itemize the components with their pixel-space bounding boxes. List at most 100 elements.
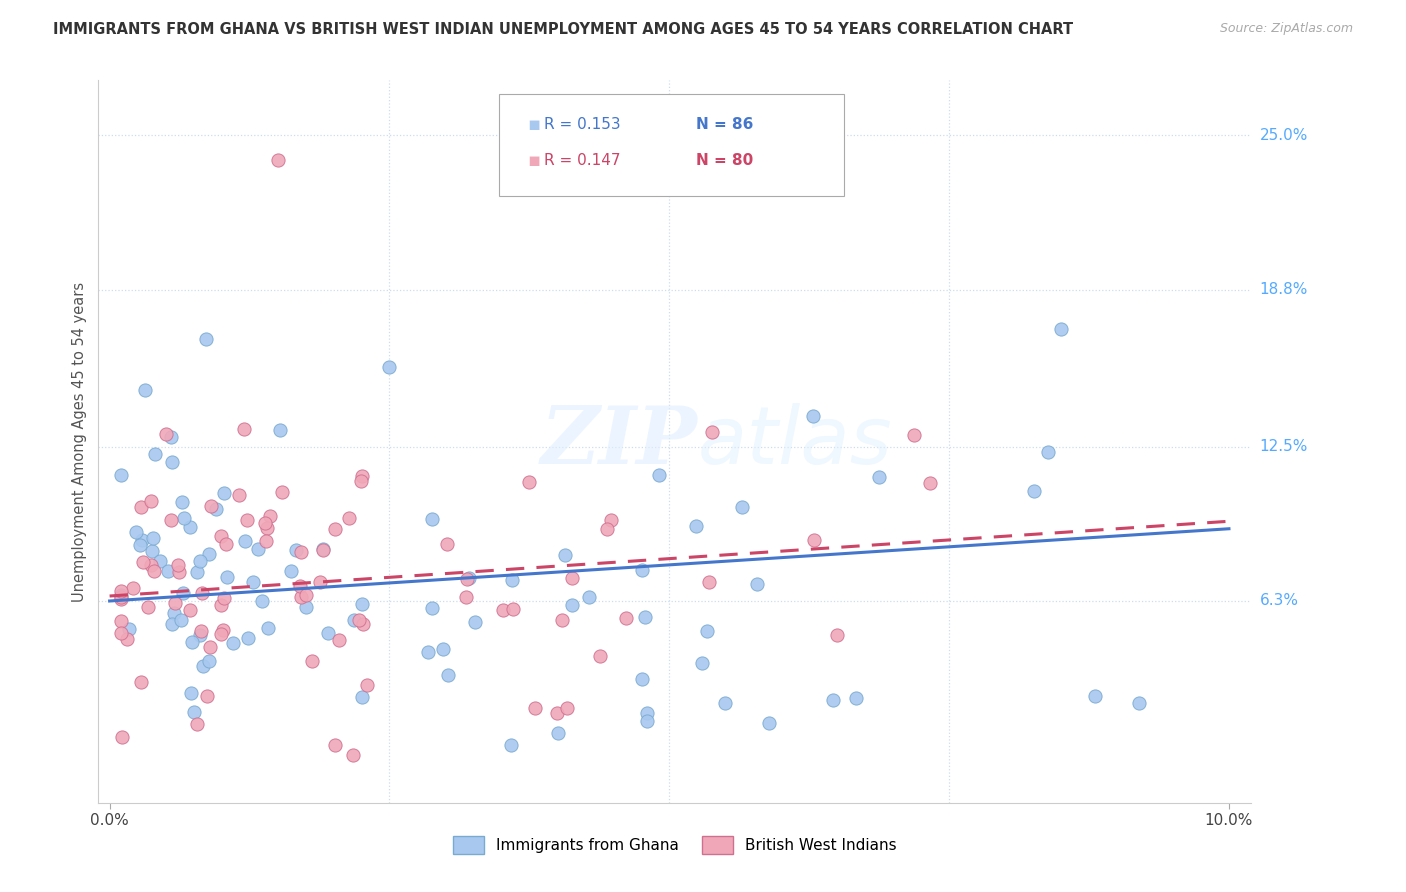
- Point: [143, 564, 166, 578]
- Point: [212, 485, 235, 500]
- Point: [198, 654, 221, 668]
- Point: [634, 610, 657, 624]
- Text: 12.5%: 12.5%: [1260, 439, 1308, 454]
- Point: [191, 659, 214, 673]
- Point: [194, 332, 217, 346]
- Point: [167, 558, 190, 572]
- Point: [1036, 445, 1059, 459]
- Point: [648, 467, 671, 482]
- Point: [129, 675, 152, 690]
- Point: [502, 602, 524, 616]
- Point: [758, 715, 780, 730]
- Point: [290, 545, 312, 559]
- Point: [209, 626, 232, 640]
- Point: [301, 655, 323, 669]
- Point: [209, 529, 232, 543]
- Point: [1084, 689, 1107, 703]
- Point: [342, 748, 364, 763]
- Point: [167, 565, 190, 579]
- Point: [190, 624, 212, 638]
- Point: [422, 512, 444, 526]
- Point: [356, 678, 378, 692]
- Point: [186, 717, 208, 731]
- Point: [352, 617, 374, 632]
- Point: [288, 579, 311, 593]
- Point: [325, 522, 347, 536]
- Point: [111, 731, 134, 745]
- Point: [328, 632, 350, 647]
- Point: [179, 520, 201, 534]
- Point: [195, 690, 218, 704]
- Point: [141, 544, 163, 558]
- Point: [110, 592, 132, 607]
- Text: N = 80: N = 80: [696, 153, 754, 168]
- Text: 25.0%: 25.0%: [1260, 128, 1308, 143]
- Point: [183, 705, 205, 719]
- Point: [823, 693, 845, 707]
- Point: [347, 613, 370, 627]
- Point: [589, 649, 612, 664]
- Point: [378, 359, 401, 374]
- Point: [270, 485, 292, 500]
- Point: [266, 153, 288, 167]
- Point: [110, 468, 132, 483]
- Point: [118, 622, 141, 636]
- Point: [343, 613, 366, 627]
- Point: [731, 500, 754, 514]
- Point: [222, 636, 245, 650]
- Point: [110, 583, 132, 598]
- Point: [131, 533, 153, 547]
- Point: [311, 542, 333, 557]
- Point: [247, 542, 270, 557]
- Point: [254, 516, 277, 530]
- Point: [110, 590, 132, 604]
- Point: [160, 455, 183, 469]
- Point: [702, 425, 724, 439]
- Point: [596, 522, 619, 536]
- Point: [232, 422, 254, 436]
- Point: [312, 541, 335, 556]
- Point: [436, 668, 458, 682]
- Point: [141, 494, 163, 508]
- Point: [420, 600, 443, 615]
- Point: [454, 590, 477, 604]
- Point: [236, 513, 259, 527]
- Point: [149, 554, 172, 568]
- Point: [323, 738, 346, 752]
- Point: [212, 623, 235, 637]
- Point: [259, 509, 281, 524]
- Point: [129, 500, 152, 514]
- Point: [157, 564, 180, 578]
- Point: [180, 686, 202, 700]
- Point: [350, 597, 373, 611]
- Text: ▪: ▪: [527, 151, 540, 170]
- Point: [337, 511, 360, 525]
- Point: [122, 581, 145, 595]
- Point: [631, 672, 654, 686]
- Point: [134, 384, 156, 398]
- Point: [416, 645, 439, 659]
- Point: [903, 427, 925, 442]
- Point: [181, 635, 204, 649]
- Point: [160, 616, 183, 631]
- Point: [685, 518, 707, 533]
- Point: [308, 575, 330, 590]
- Point: [217, 570, 239, 584]
- Point: [236, 631, 259, 645]
- Point: [110, 626, 132, 640]
- Point: [801, 409, 824, 423]
- Point: [110, 588, 132, 602]
- Point: [696, 624, 718, 638]
- Point: [212, 591, 235, 605]
- Point: [918, 475, 941, 490]
- Point: [561, 598, 583, 612]
- Point: [491, 603, 513, 617]
- Point: [352, 468, 374, 483]
- Legend: Immigrants from Ghana, British West Indians: Immigrants from Ghana, British West Indi…: [447, 830, 903, 860]
- Point: [1050, 322, 1073, 336]
- Point: [714, 696, 737, 710]
- Point: [350, 474, 373, 488]
- Text: atlas: atlas: [697, 402, 893, 481]
- Point: [165, 596, 187, 610]
- Point: [209, 598, 232, 612]
